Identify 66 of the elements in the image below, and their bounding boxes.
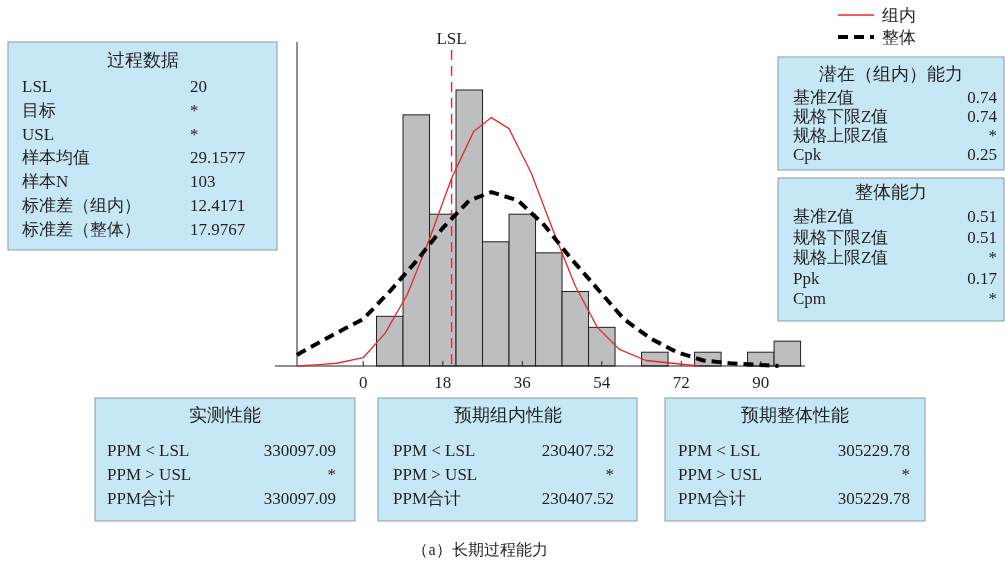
text: PPM > USL [393, 464, 478, 484]
legend-label: 组内 [882, 6, 916, 25]
text: PPM合计 [107, 488, 176, 508]
text: 整体能力 [855, 182, 927, 202]
text: PPM合计 [393, 488, 462, 508]
text: PPM < LSL [678, 441, 761, 460]
annotation: 基准Z值 [793, 207, 855, 226]
annotation: 规格上限Z值 [793, 126, 889, 145]
text: * [901, 464, 910, 484]
annotation: Cpm [793, 289, 827, 308]
text: USL [22, 124, 55, 144]
text: 实测性能 [189, 405, 261, 425]
text: * [190, 100, 199, 120]
annotation: 规格下限Z值 [793, 227, 889, 247]
text: 17.9767 [190, 219, 246, 239]
x-tick-label: 0 [359, 373, 368, 392]
text: 20 [190, 77, 207, 96]
text: 103 [190, 172, 216, 192]
text: 0.51 [967, 227, 997, 247]
x-tick-label: 18 [434, 373, 452, 392]
x-tick-label: 72 [672, 373, 690, 392]
text: 0.25 [967, 145, 997, 164]
text: 标准差（整体） [21, 219, 141, 239]
text: 预期整体性能 [741, 405, 849, 425]
text: PPM < LSL [107, 441, 190, 460]
text: * [988, 126, 997, 145]
text: 目标 [22, 100, 56, 120]
text: 29.1577 [190, 148, 246, 168]
annotation: Cpk [793, 145, 822, 164]
text: PPM < LSL [393, 441, 476, 460]
legend-label: 整体 [882, 28, 916, 47]
text: PPM合计 [678, 488, 747, 508]
text: 样本N [22, 172, 69, 192]
text: 0.74 [967, 107, 998, 126]
text: 330097.09 [263, 441, 336, 460]
text: PPM > USL [107, 464, 192, 484]
annotation: Ppk [793, 268, 820, 288]
text: 305229.78 [837, 488, 910, 508]
x-tick-label: 54 [593, 373, 611, 392]
text: LSL [22, 77, 53, 96]
text: * [988, 248, 997, 267]
text: 潜在（组内）能力 [819, 64, 963, 84]
text: 预期组内性能 [453, 405, 562, 425]
text: * [605, 464, 614, 484]
x-tick-label: 90 [752, 373, 770, 392]
annotation: 规格下限Z值 [793, 107, 889, 126]
text: * [190, 124, 199, 144]
text: 0.74 [967, 88, 998, 107]
annotation: 基准Z值 [793, 88, 855, 107]
text: 样本均值 [22, 148, 90, 168]
text: 12.4171 [190, 196, 246, 215]
x-tick-label: 36 [513, 373, 531, 392]
ref-line-label: LSL [436, 29, 467, 48]
text: 305229.78 [837, 441, 910, 460]
text: * [327, 464, 336, 484]
text: 230407.52 [541, 488, 614, 508]
text: 230407.52 [541, 441, 614, 460]
text: 330097.09 [263, 488, 336, 508]
text: 0.51 [967, 207, 997, 226]
text: * [988, 289, 997, 308]
text: 0.17 [967, 268, 998, 288]
text: PPM > USL [678, 464, 763, 484]
text: 标准差（组内） [21, 196, 141, 215]
text: 过程数据 [106, 50, 179, 70]
text: （a）长期过程能力 [412, 541, 548, 558]
annotation: 规格上限Z值 [793, 248, 889, 267]
